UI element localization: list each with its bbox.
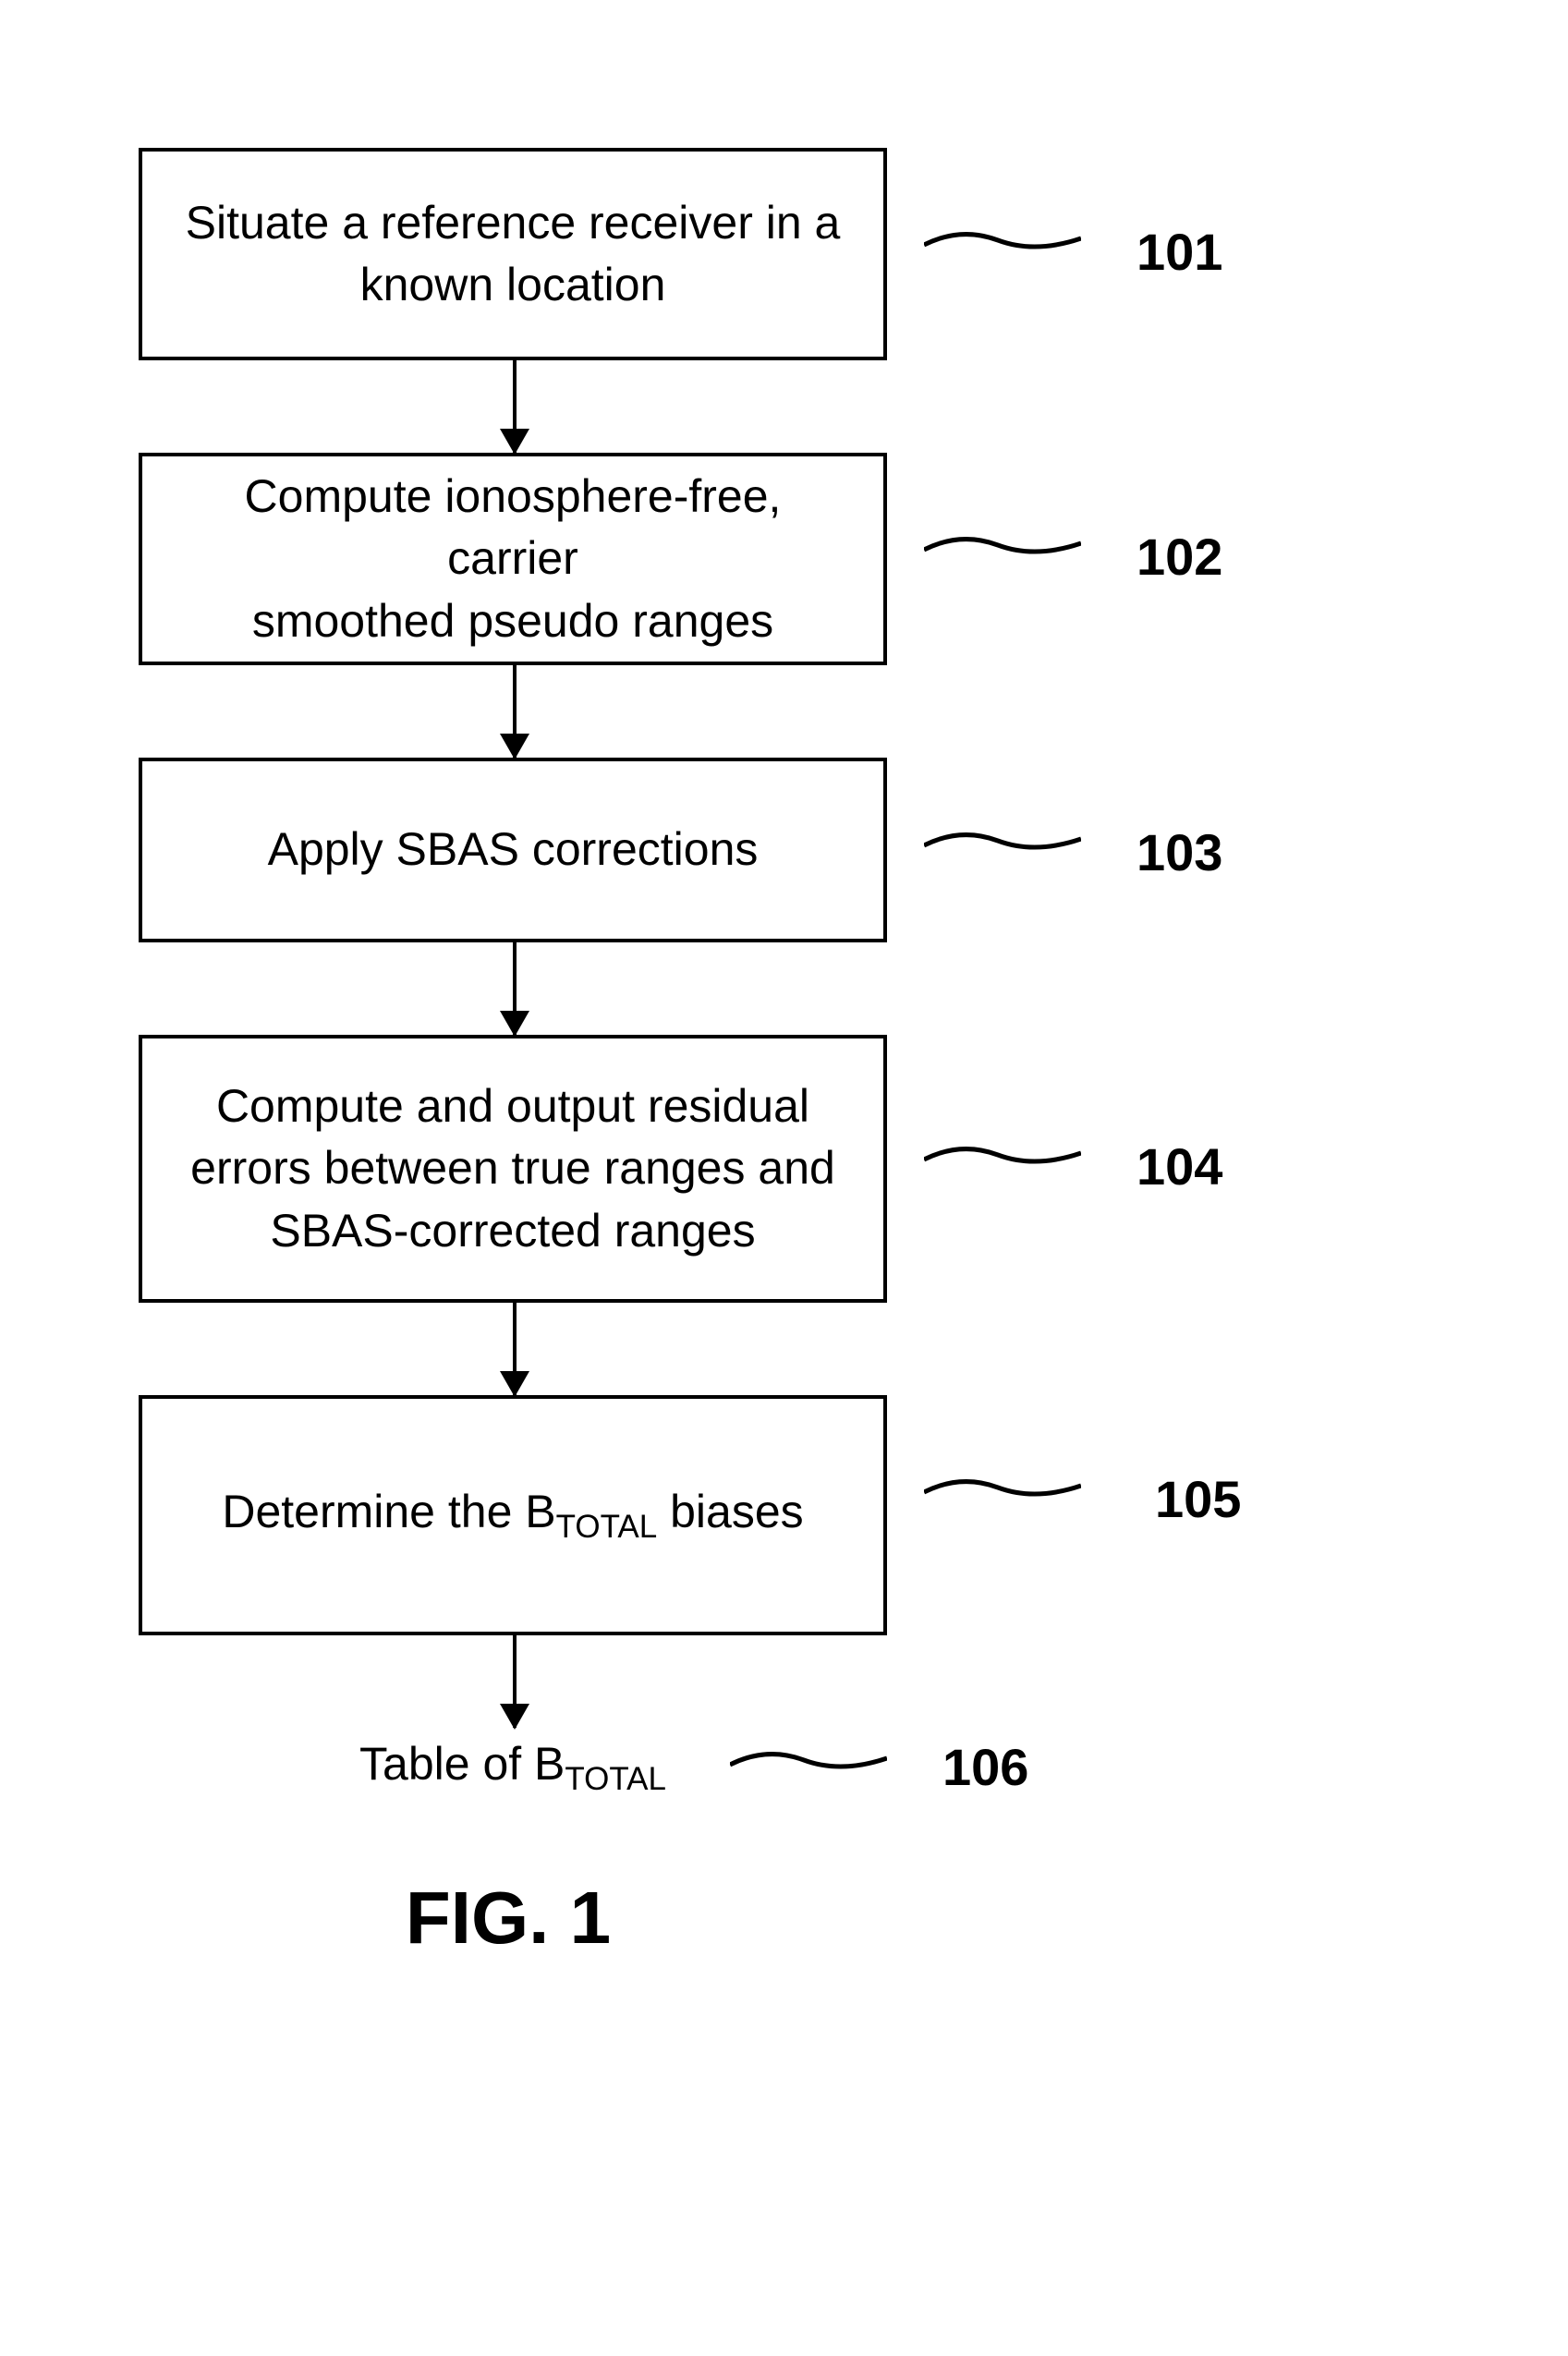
output-subscript: TOTAL — [565, 1761, 666, 1797]
figure-label: FIG. 1 — [0, 1876, 1016, 1961]
connector-wave-icon — [924, 527, 1081, 564]
step-text: Apply SBAS corrections — [268, 823, 759, 875]
output-label: Table of B — [359, 1738, 565, 1790]
arrow-icon — [513, 360, 517, 453]
connector-wave-icon — [924, 822, 1081, 859]
step-text: Determine the B — [222, 1486, 555, 1537]
step-text: Situate a reference receiver in a — [186, 197, 841, 249]
step-label-101: 101 — [1136, 222, 1222, 282]
step-text: errors between true ranges and — [190, 1142, 835, 1194]
flow-step-101: Situate a reference receiver in a known … — [139, 148, 887, 360]
step-label-103: 103 — [1136, 822, 1222, 882]
step-text: known location — [360, 259, 666, 310]
step-label-106: 106 — [942, 1737, 1028, 1797]
connector-wave-icon — [730, 1742, 887, 1779]
step-text: Compute and output residual — [216, 1080, 809, 1132]
arrow-icon — [513, 1303, 517, 1395]
arrow-icon — [513, 942, 517, 1035]
connector-wave-icon — [924, 1136, 1081, 1173]
step-subscript: TOTAL — [556, 1509, 658, 1545]
flow-step-103: Apply SBAS corrections — [139, 758, 887, 942]
flow-step-104: Compute and output residual errors betwe… — [139, 1035, 887, 1303]
flow-step-105: Determine the BTOTAL biases — [139, 1395, 887, 1635]
step-label-102: 102 — [1136, 527, 1222, 587]
step-label-105: 105 — [1155, 1469, 1241, 1529]
step-text: smoothed pseudo ranges — [252, 595, 773, 647]
arrow-icon — [513, 1635, 517, 1728]
connector-wave-icon — [924, 1469, 1081, 1506]
output-text: Table of BTOTAL — [305, 1737, 721, 1798]
step-label-104: 104 — [1136, 1136, 1222, 1196]
arrow-icon — [513, 665, 517, 758]
step-text: biases — [657, 1486, 803, 1537]
connector-wave-icon — [924, 222, 1081, 259]
step-text: Compute ionosphere-free, carrier — [245, 470, 782, 585]
step-text: SBAS-corrected ranges — [270, 1205, 755, 1257]
flow-step-102: Compute ionosphere-free, carrier smoothe… — [139, 453, 887, 665]
